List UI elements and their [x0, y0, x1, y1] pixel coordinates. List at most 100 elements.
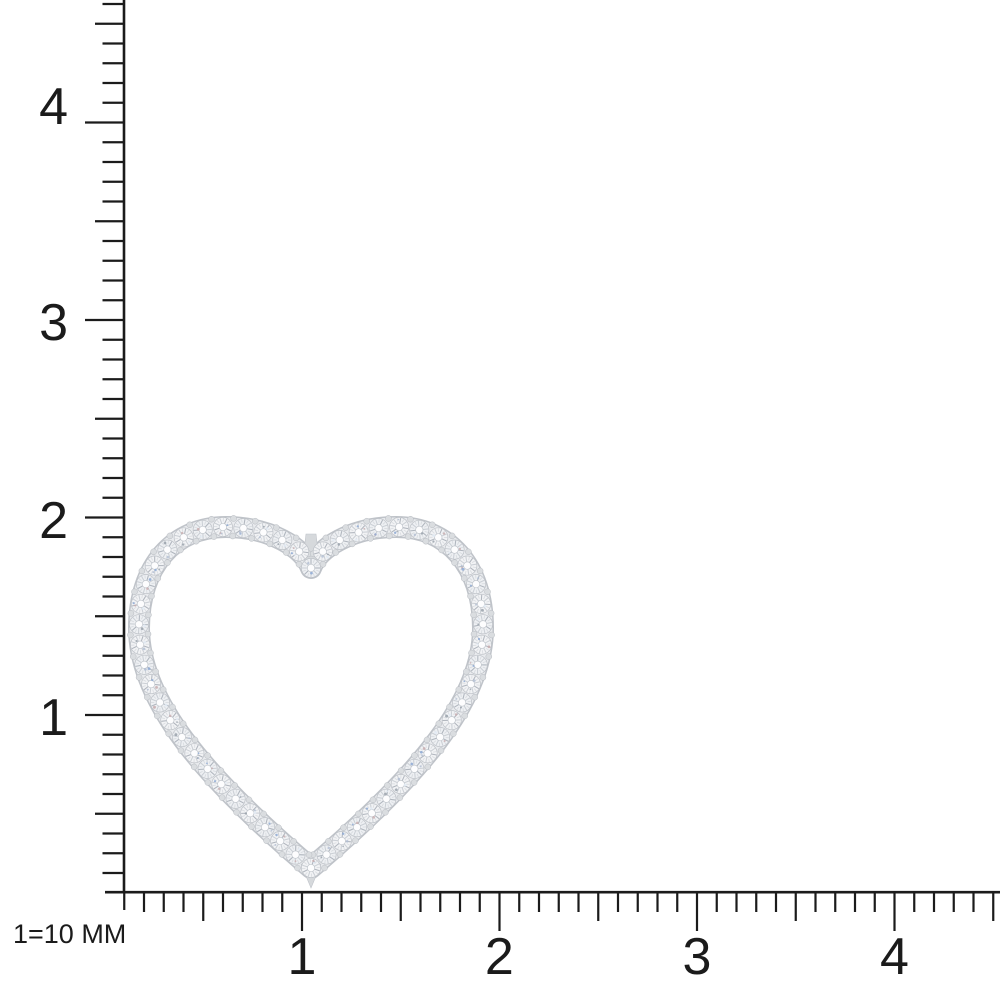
stone-sparkle	[393, 531, 397, 534]
stone-facet	[160, 552, 164, 556]
stone-facet	[195, 744, 199, 751]
stone-sparkle	[142, 624, 146, 628]
prong	[369, 796, 377, 804]
stone-facet	[397, 530, 400, 537]
stone-facet	[138, 578, 142, 581]
stone-facet	[143, 601, 150, 604]
stone-facet	[345, 538, 349, 540]
stone-facet	[313, 863, 320, 868]
stone-facet	[131, 645, 138, 650]
stone-facet	[135, 664, 142, 667]
stone-facet	[221, 775, 224, 782]
stone-facet	[302, 551, 309, 554]
stone-facet	[227, 794, 234, 798]
prong	[460, 575, 468, 582]
stone-facet	[373, 805, 378, 811]
prong	[177, 747, 185, 754]
vertical-ruler-label: 2	[39, 492, 68, 550]
prong	[252, 517, 259, 525]
stone-facet	[444, 730, 448, 734]
stone-facet	[425, 756, 428, 763]
stone-facet	[142, 685, 146, 688]
stone-facet	[285, 543, 289, 547]
stone-facet	[243, 519, 246, 526]
prong	[437, 747, 445, 754]
stone-facet	[161, 542, 165, 546]
stone-facet	[486, 600, 490, 603]
stone-table	[246, 809, 255, 818]
stone-table	[150, 561, 159, 570]
prong	[404, 533, 412, 540]
stone-facet	[285, 540, 291, 545]
stone-facet	[255, 814, 259, 817]
stone-facet	[485, 625, 491, 630]
prong	[355, 810, 362, 818]
stone-facet	[312, 559, 315, 564]
stone-sparkle	[445, 714, 449, 718]
stone-table	[295, 547, 304, 556]
stone-sparkle	[258, 536, 261, 539]
prong	[248, 823, 255, 830]
stone-sparkle	[275, 833, 278, 837]
stone-facet	[195, 523, 201, 529]
prong	[152, 668, 159, 675]
stone-facet	[236, 790, 241, 797]
stone-facet	[187, 734, 191, 737]
stone-facet	[457, 549, 464, 552]
stone-facet	[145, 657, 150, 663]
stone-facet	[272, 835, 278, 840]
stone-facet	[467, 580, 474, 584]
stone-sparkle	[472, 664, 475, 667]
stone-sparkle	[351, 823, 354, 826]
stone-facet	[162, 698, 169, 702]
stone-facet	[301, 545, 307, 550]
prong	[467, 592, 474, 600]
stone-facet	[342, 532, 346, 536]
stone-table	[134, 620, 144, 629]
prong	[165, 730, 172, 737]
stone-facet	[215, 776, 221, 782]
stone-facet	[474, 622, 478, 624]
stone-facet	[473, 681, 480, 684]
stone-facet	[360, 525, 366, 531]
stone-sparkle	[283, 835, 286, 838]
diamond-stone	[160, 710, 181, 731]
stone-facet	[334, 532, 339, 538]
stone-facet	[375, 519, 379, 526]
stone-sparkle	[188, 541, 191, 544]
stone-facet	[391, 528, 397, 533]
prong	[305, 851, 313, 858]
stone-table	[140, 660, 149, 669]
stone-facet	[297, 859, 300, 864]
stone-facet	[413, 759, 415, 766]
stone-facet	[172, 721, 178, 727]
stone-table	[136, 640, 145, 649]
stone-sparkle	[422, 747, 426, 750]
prong	[164, 559, 171, 566]
prong	[217, 767, 225, 774]
stone-facet	[339, 531, 343, 537]
stone-facet	[164, 722, 169, 728]
stone-facet	[132, 617, 138, 623]
stone-facet	[174, 537, 179, 540]
stone-facet	[141, 575, 145, 582]
stone-facet	[343, 832, 347, 837]
stone-facet	[212, 781, 219, 784]
stone-facet	[333, 836, 338, 839]
stone-facet	[307, 572, 310, 577]
stone-facet	[163, 695, 167, 699]
stone-table	[231, 794, 240, 803]
stone-sparkle	[270, 829, 273, 832]
stone-facet	[159, 561, 164, 564]
stone-facet	[199, 770, 203, 774]
stone-facet	[317, 854, 324, 857]
stone-sparkle	[472, 679, 476, 683]
prong	[135, 674, 143, 681]
diamond-stone	[135, 574, 156, 595]
stone-facet	[360, 534, 366, 539]
stone-facet	[357, 829, 362, 836]
stone-facet	[365, 815, 371, 821]
diamond-stone	[428, 527, 449, 548]
stone-facet	[462, 693, 465, 700]
stone-facet	[471, 657, 476, 663]
